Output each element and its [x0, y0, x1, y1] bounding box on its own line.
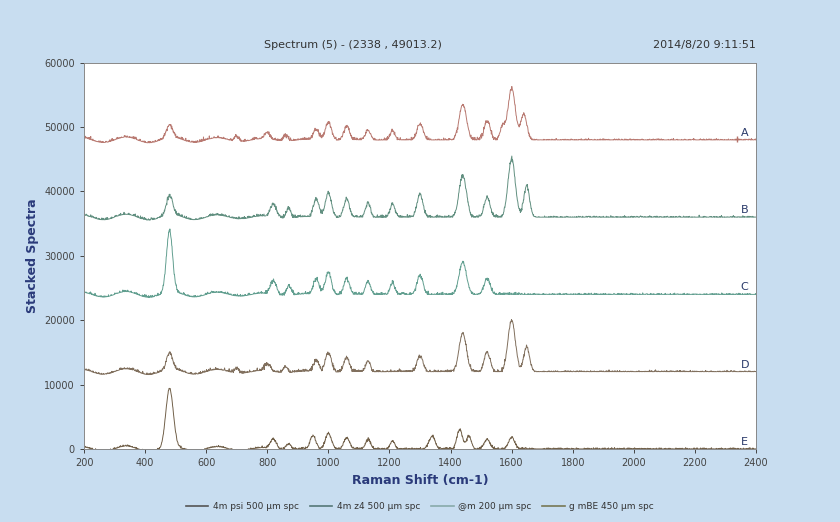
Text: Spectrum (5) - (2338 , 49013.2): Spectrum (5) - (2338 , 49013.2) [264, 40, 442, 50]
Text: A: A [741, 128, 748, 138]
X-axis label: Raman Shift (cm-1): Raman Shift (cm-1) [352, 473, 488, 487]
Text: B: B [741, 205, 748, 215]
Text: 2014/8/20 9:11:51: 2014/8/20 9:11:51 [654, 40, 756, 50]
Text: C: C [741, 282, 748, 292]
Y-axis label: Stacked Spectra: Stacked Spectra [26, 198, 39, 313]
Text: E: E [741, 437, 748, 447]
Legend: 4m psi 500 µm spc, 4m z4 500 µm spc, @m 200 µm spc, g mBE 450 µm spc: 4m psi 500 µm spc, 4m z4 500 µm spc, @m … [182, 499, 658, 515]
Text: D: D [741, 360, 749, 370]
